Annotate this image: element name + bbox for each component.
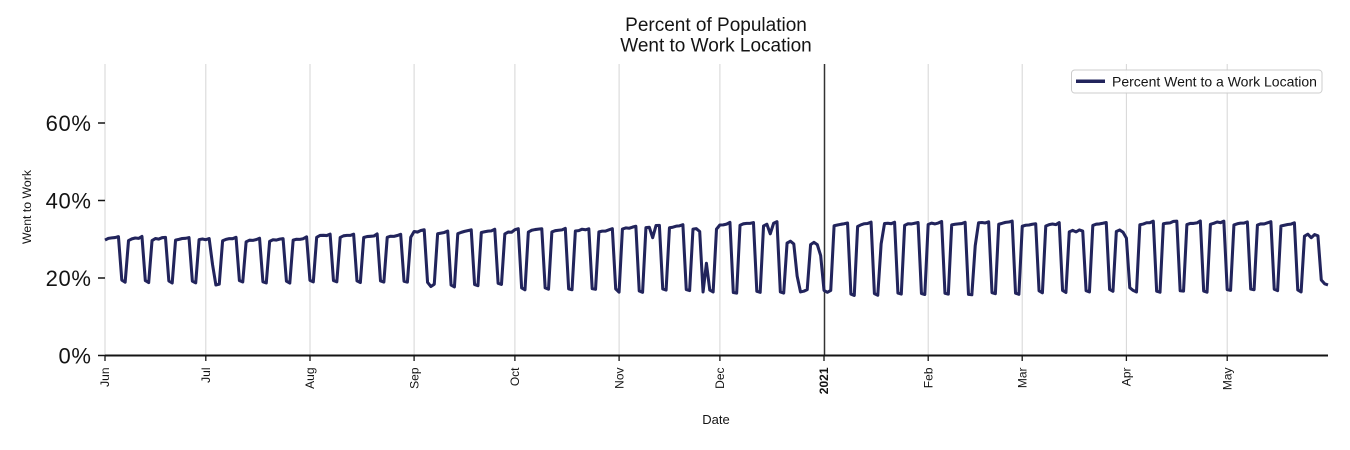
- svg-text:Went to Work: Went to Work: [20, 169, 34, 244]
- svg-text:Went to Work Location: Went to Work Location: [620, 36, 812, 57]
- svg-text:Percent of Population: Percent of Population: [625, 15, 807, 36]
- svg-text:Dec: Dec: [713, 368, 727, 389]
- svg-text:40%: 40%: [46, 188, 92, 213]
- svg-text:Date: Date: [702, 412, 729, 427]
- svg-text:Percent Went to a Work Locatio: Percent Went to a Work Location: [1112, 73, 1317, 89]
- svg-text:0%: 0%: [59, 343, 92, 368]
- svg-text:2021: 2021: [817, 367, 831, 394]
- svg-text:60%: 60%: [46, 111, 92, 136]
- svg-text:Oct: Oct: [508, 367, 522, 386]
- svg-text:Aug: Aug: [303, 368, 317, 389]
- svg-text:Jul: Jul: [199, 368, 213, 383]
- svg-text:Mar: Mar: [1015, 368, 1029, 389]
- svg-text:Nov: Nov: [612, 368, 626, 389]
- svg-text:20%: 20%: [46, 266, 92, 291]
- svg-text:May: May: [1220, 368, 1234, 391]
- svg-text:Apr: Apr: [1120, 368, 1134, 387]
- svg-text:Jun: Jun: [98, 368, 112, 387]
- svg-text:Feb: Feb: [921, 367, 935, 388]
- svg-text:Sep: Sep: [407, 367, 421, 389]
